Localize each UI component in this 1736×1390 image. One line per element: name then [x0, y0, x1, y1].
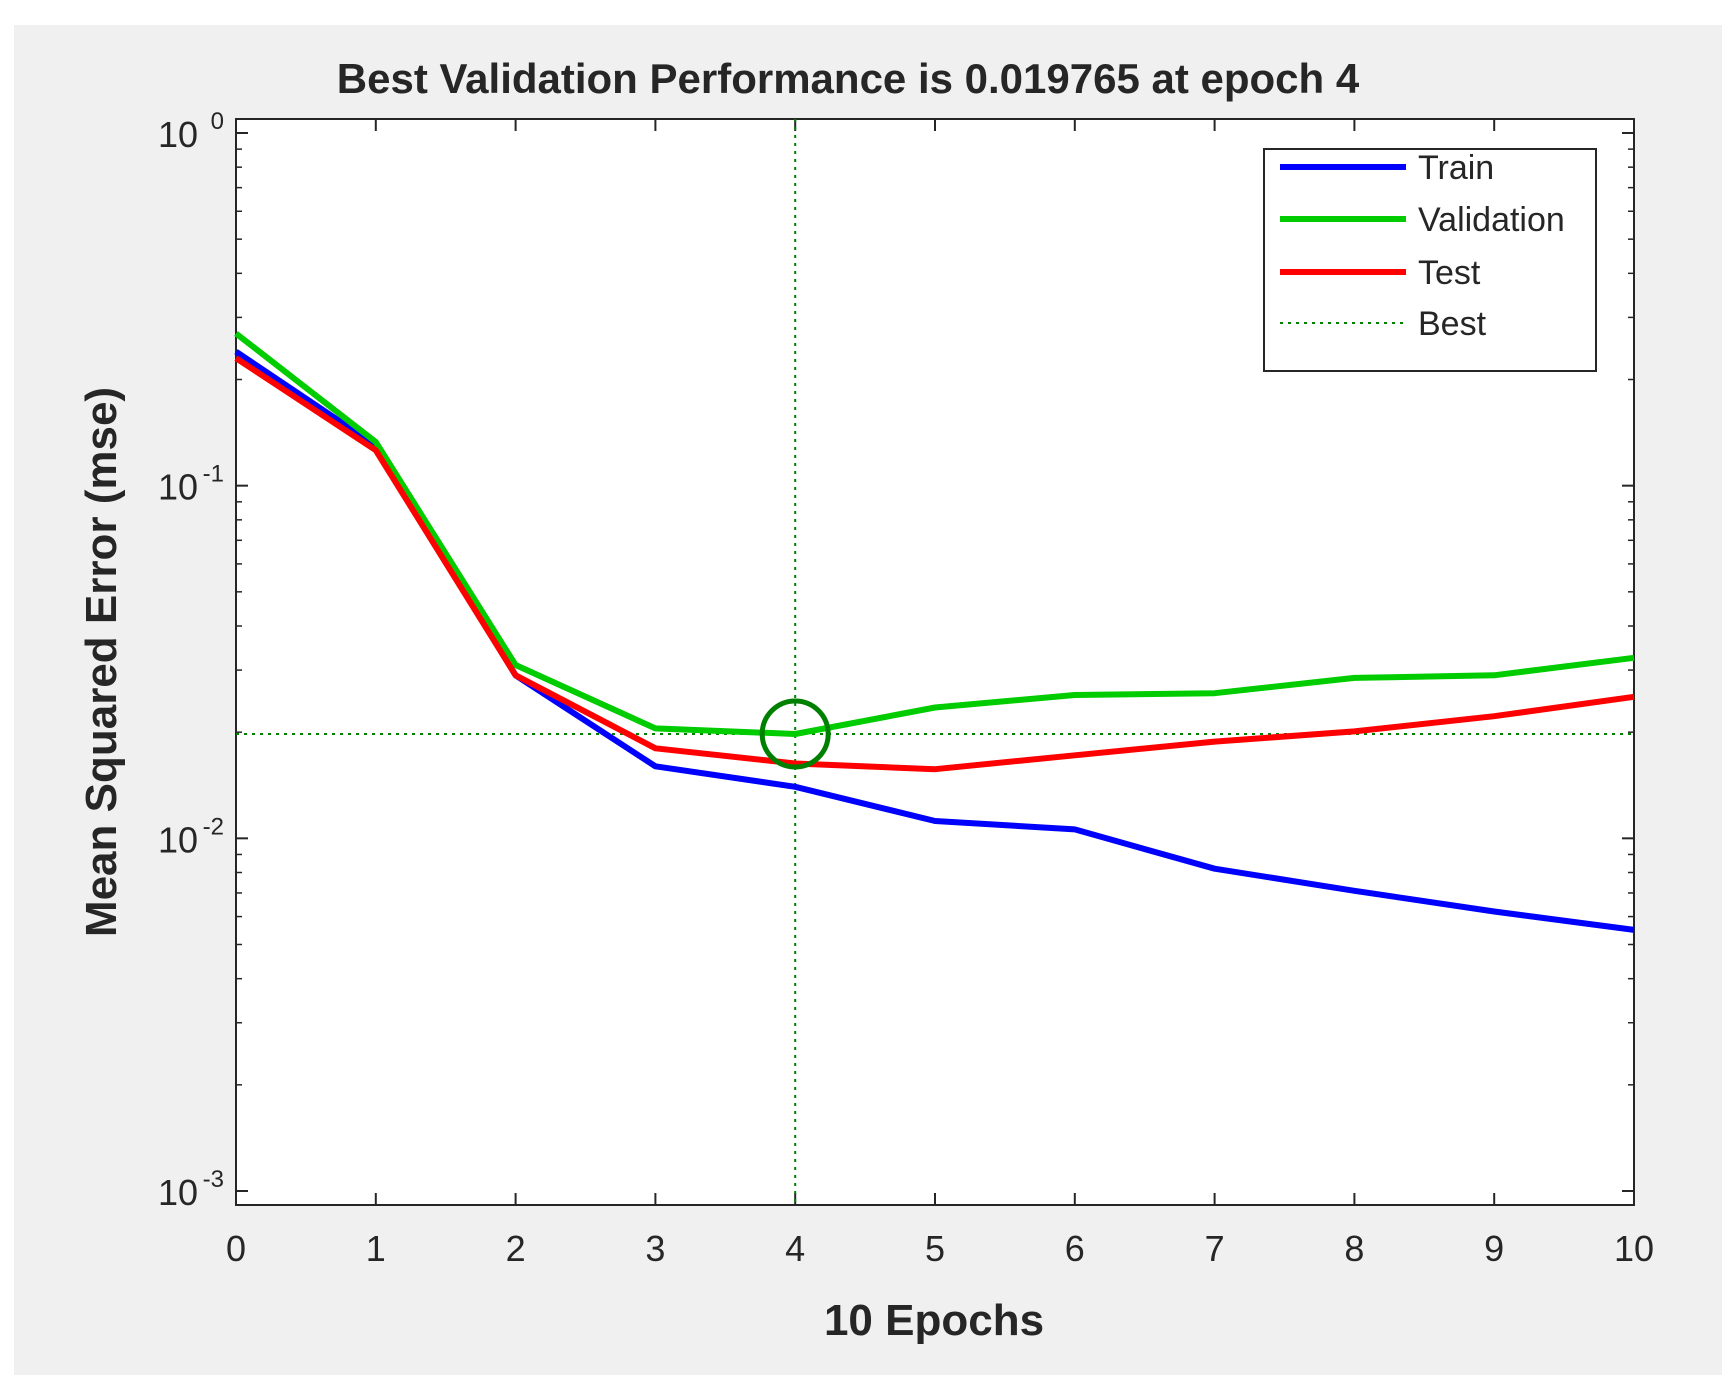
x-tick-label: 7 — [1205, 1228, 1225, 1269]
y-tick-exponent: -1 — [203, 461, 224, 488]
performance-chart: Best Validation Performance is 0.019765 … — [77, 55, 1654, 1345]
y-tick-exponent: -3 — [203, 1166, 224, 1193]
x-tick-label: 9 — [1484, 1228, 1504, 1269]
chart-title: Best Validation Performance is 0.019765 … — [337, 55, 1360, 102]
legend-box — [1263, 148, 1597, 372]
x-axis-label: 10 Epochs — [824, 1296, 1044, 1345]
y-tick-exponent: 0 — [211, 108, 224, 135]
legend: Train Validation Test Best — [1263, 148, 1597, 372]
x-tick-label: 3 — [645, 1228, 665, 1269]
legend-label-validation: Validation — [1418, 201, 1565, 239]
x-tick-label: 6 — [1065, 1228, 1085, 1269]
y-axis-label: Mean Squared Error (mse) — [77, 387, 126, 937]
legend-label-train: Train — [1418, 149, 1494, 187]
legend-label-test: Test — [1418, 254, 1481, 292]
y-tick-label: 10 — [158, 114, 198, 155]
y-tick-exponent: -2 — [203, 813, 224, 840]
series-line-test — [234, 355, 1635, 773]
best-marker-layer — [236, 119, 1634, 1205]
x-tick-label: 8 — [1344, 1228, 1364, 1269]
y-tick-label: 10 — [158, 819, 198, 860]
y-tick-label: 10 — [158, 467, 198, 508]
figure-window: Best Validation Performance is 0.019765 … — [14, 25, 1722, 1375]
legend-label-best: Best — [1418, 305, 1487, 343]
x-tick-label: 5 — [925, 1228, 945, 1269]
series-layer — [234, 331, 1635, 933]
x-tick-label: 0 — [226, 1228, 246, 1269]
x-tick-label: 1 — [366, 1228, 386, 1269]
x-tick-label: 10 — [1614, 1228, 1654, 1269]
y-tick-label: 10 — [158, 1172, 198, 1213]
best-point-circle — [759, 698, 831, 770]
series-line-validation — [234, 331, 1635, 737]
x-tick-label: 4 — [785, 1228, 805, 1269]
x-tick-label: 2 — [506, 1228, 526, 1269]
